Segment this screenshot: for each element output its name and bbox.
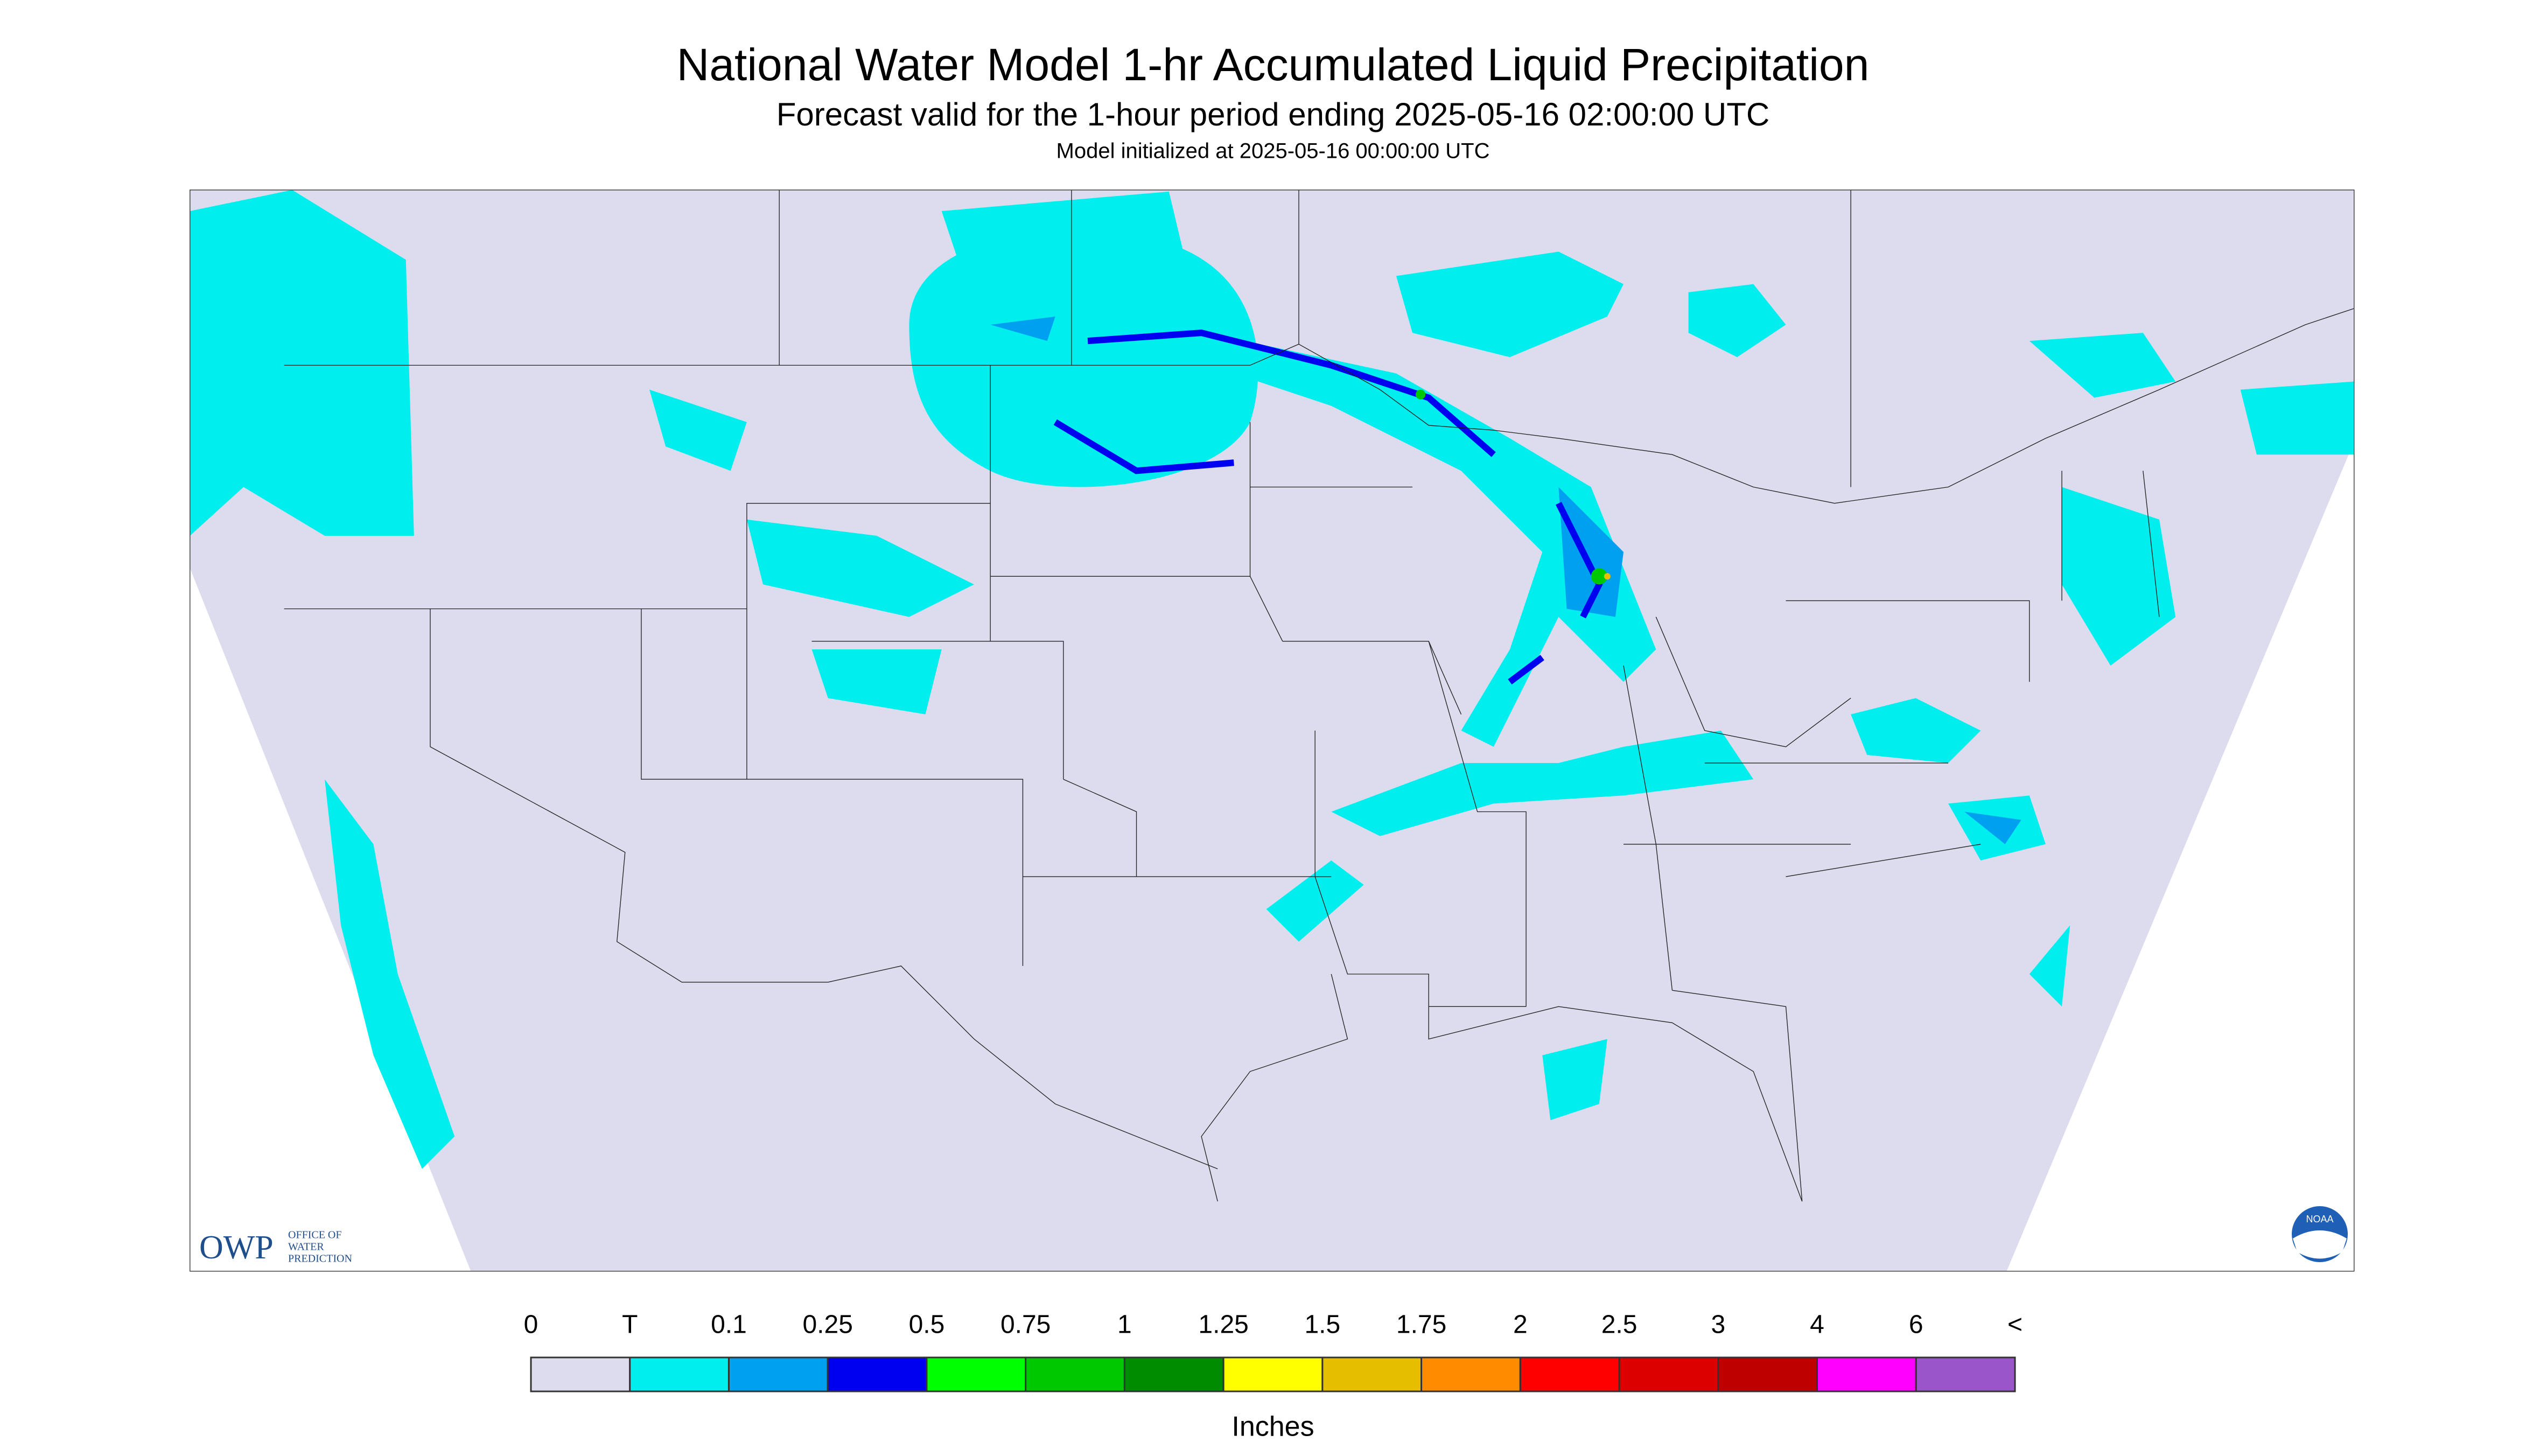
legend-label: 0 [524, 1311, 538, 1339]
noaa-wave [2293, 1230, 2347, 1259]
legend-swatch [1816, 1356, 1917, 1392]
legend-unit: Inches [1231, 1411, 1314, 1443]
legend-swatch [1717, 1356, 1818, 1392]
noaa-text: NOAA [2306, 1214, 2333, 1224]
map-frame [190, 190, 2355, 1272]
title: National Water Model 1-hr Accumulated Li… [677, 39, 1870, 90]
owp-name-line: WATER [288, 1241, 324, 1253]
legend-swatch [1222, 1356, 1324, 1392]
noaa-logo: NOAA [2292, 1206, 2348, 1262]
legend-label: 2 [1513, 1311, 1528, 1339]
legend-swatch [1421, 1356, 1521, 1392]
legend-label: 0.1 [711, 1311, 747, 1339]
init-time: Model initialized at 2025-05-16 00:00:00… [1056, 139, 1490, 163]
subtitle: Forecast valid for the 1-hour period end… [776, 96, 1769, 132]
legend-label: 2.5 [1601, 1311, 1638, 1339]
legend-swatch [1123, 1356, 1224, 1392]
legend-label: 1.5 [1304, 1311, 1340, 1339]
legend-label: 0.5 [909, 1311, 945, 1339]
legend-label: 0.25 [802, 1311, 852, 1339]
precip-medium [990, 316, 2021, 844]
legend-swatch [1618, 1356, 1719, 1392]
legend-label: 6 [1909, 1311, 1923, 1339]
legend-swatch [530, 1356, 631, 1392]
legend-label: 4 [1810, 1311, 1824, 1339]
legend-label: 1.25 [1198, 1311, 1248, 1339]
legend-swatch [727, 1356, 829, 1392]
legend-swatch [827, 1356, 928, 1392]
owp-name-line: PREDICTION [288, 1253, 352, 1265]
legend-swatch [1025, 1356, 1125, 1392]
legend-label: 0.75 [1000, 1311, 1051, 1339]
precip-yellow [1604, 573, 1611, 580]
legend-label: 3 [1711, 1311, 1725, 1339]
legend-swatch [1915, 1356, 2016, 1392]
legend-label: 1 [1117, 1311, 1132, 1339]
legend-label: < [2007, 1311, 2023, 1339]
legend-label: 1.75 [1396, 1311, 1446, 1339]
boundaries [284, 190, 2354, 1202]
legend-swatch [1519, 1356, 1620, 1392]
map [190, 190, 2355, 1272]
owp-name-line: OFFICE OF [288, 1229, 341, 1241]
precip-light [190, 190, 2354, 1169]
legend: 0 T 0.1 0.25 0.5 0.75 1 1.25 1.5 1.75 2 2.5 3 4 6 < [524, 1311, 2023, 1392]
legend-label: T [622, 1311, 638, 1339]
owp-logo: OWP [199, 1229, 274, 1266]
legend-swatch [629, 1356, 730, 1392]
legend-swatch [926, 1356, 1027, 1392]
legend-swatch [1321, 1356, 1423, 1392]
precip-green [1416, 389, 1607, 585]
